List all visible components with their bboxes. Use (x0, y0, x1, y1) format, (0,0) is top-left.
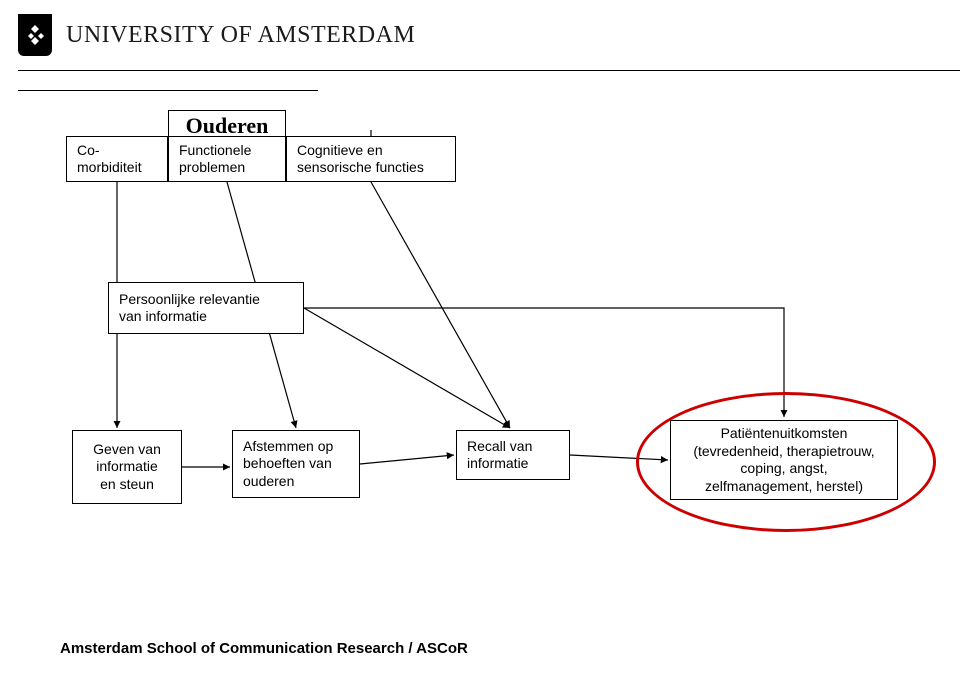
text: Co- (77, 142, 157, 160)
node-afstemmen: Afstemmen op behoeften van ouderen (232, 430, 360, 498)
node-patient: Patiëntenuitkomsten (tevredenheid, thera… (670, 420, 898, 500)
text: Afstemmen op (243, 438, 349, 456)
uva-crest-icon (18, 14, 52, 56)
text: coping, angst, (740, 460, 827, 478)
text: ouderen (243, 473, 349, 491)
text: (tevredenheid, therapietrouw, (693, 443, 874, 461)
flowchart: Co- morbiditeit Ouderen Functionele prob… (0, 90, 960, 630)
text: morbiditeit (77, 159, 157, 177)
text: en steun (100, 476, 154, 494)
university-name: UNIVERSITY OF AMSTERDAM (66, 22, 415, 49)
text: problemen (179, 159, 275, 177)
header: UNIVERSITY OF AMSTERDAM (0, 0, 960, 70)
text: Functionele (179, 142, 275, 160)
text: behoeften van (243, 455, 349, 473)
header-rule (18, 70, 960, 71)
text: zelfmanagement, herstel) (705, 478, 863, 496)
node-persoonlijke: Persoonlijke relevantie van informatie (108, 282, 304, 334)
node-geven: Geven van informatie en steun (72, 430, 182, 504)
node-comorbiditeit: Co- morbiditeit (66, 136, 168, 182)
text: informatie (467, 455, 559, 473)
text: Persoonlijke relevantie (119, 291, 293, 309)
text: sensorische functies (297, 159, 445, 177)
node-functionele: Functionele problemen (168, 136, 286, 182)
text: Patiëntenuitkomsten (721, 425, 848, 443)
footer-text: Amsterdam School of Communication Resear… (60, 640, 468, 657)
node-recall: Recall van informatie (456, 430, 570, 480)
text: Recall van (467, 438, 559, 456)
text: informatie (96, 458, 157, 476)
text: van informatie (119, 308, 293, 326)
node-cognitieve: Cognitieve en sensorische functies (286, 136, 456, 182)
text: Cognitieve en (297, 142, 445, 160)
text: Geven van (93, 441, 161, 459)
